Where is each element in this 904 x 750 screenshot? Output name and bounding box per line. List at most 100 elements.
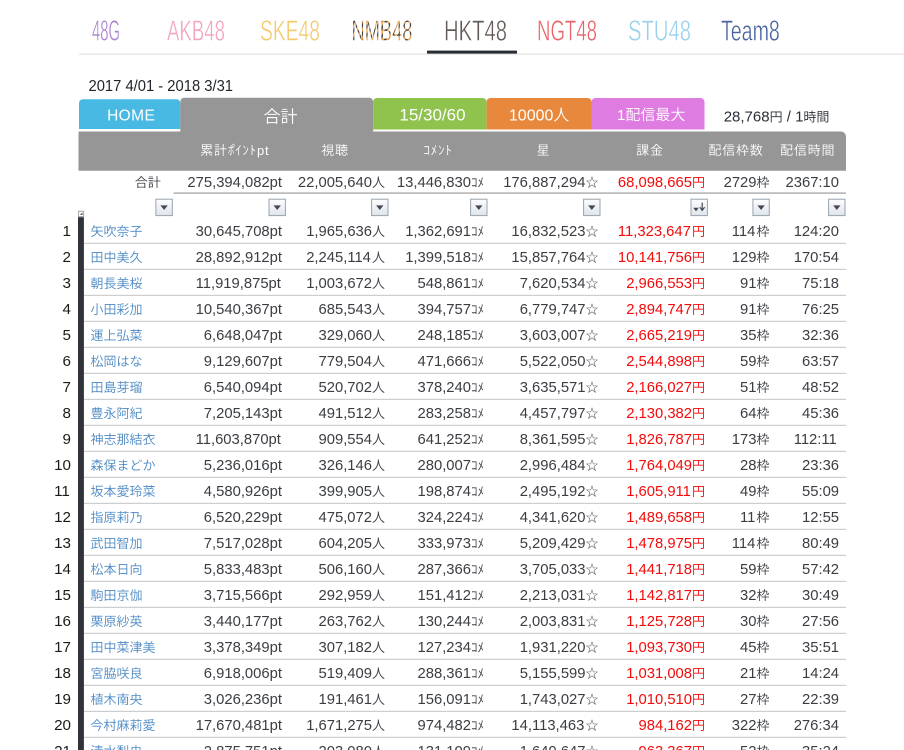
svg-text:151,412: 151,412	[418, 588, 472, 604]
svg-text:22:39: 22:39	[802, 692, 839, 708]
svg-text:91: 91	[740, 302, 756, 318]
svg-text:8,361,595: 8,361,595	[520, 432, 586, 448]
svg-text:1,031,008: 1,031,008	[626, 666, 692, 682]
svg-text:35:51: 35:51	[802, 640, 839, 656]
svg-text:3,440,177pt: 3,440,177pt	[204, 614, 282, 630]
svg-text:STU48: STU48	[628, 15, 691, 47]
svg-text:1,671,275: 1,671,275	[306, 718, 372, 734]
svg-text:32:36: 32:36	[802, 328, 839, 344]
svg-text:1,142,817: 1,142,817	[626, 588, 692, 604]
svg-text:16: 16	[54, 613, 71, 630]
svg-text:10,141,756: 10,141,756	[618, 250, 692, 266]
svg-text:3,715,566pt: 3,715,566pt	[204, 588, 282, 604]
svg-text:475,072: 475,072	[319, 510, 373, 526]
svg-text:1,605,911: 1,605,911	[626, 484, 691, 500]
svg-text:6,648,047pt: 6,648,047pt	[204, 328, 282, 344]
svg-text:30,645,708pt: 30,645,708pt	[196, 224, 282, 240]
svg-text:1,362,691: 1,362,691	[405, 224, 471, 240]
svg-text:112:11: 112:11	[794, 432, 837, 448]
svg-text:984,162: 984,162	[639, 718, 693, 734]
svg-text:6,779,747: 6,779,747	[520, 302, 586, 318]
svg-text:2367:10: 2367:10	[786, 175, 840, 191]
svg-text:2017 4/01 - 2018 3/31: 2017 4/01 - 2018 3/31	[89, 78, 234, 95]
svg-text:22,005,640: 22,005,640	[298, 175, 372, 191]
svg-text:11: 11	[54, 483, 70, 500]
svg-text:59: 59	[740, 562, 756, 578]
svg-text:322: 322	[732, 718, 757, 734]
svg-text:3: 3	[63, 275, 71, 292]
svg-text:/ 1: / 1	[783, 109, 804, 126]
svg-text:21: 21	[54, 743, 71, 750]
svg-text:45:36: 45:36	[802, 406, 839, 422]
svg-text:2,213,031: 2,213,031	[520, 588, 586, 604]
svg-text:15: 15	[54, 587, 71, 604]
svg-text:2,495,192: 2,495,192	[520, 484, 586, 500]
svg-text:12: 12	[54, 509, 71, 526]
svg-text:2729: 2729	[724, 175, 757, 191]
svg-text:2,003,831: 2,003,831	[520, 614, 586, 630]
svg-text:14: 14	[54, 561, 71, 578]
svg-text:75:18: 75:18	[802, 276, 839, 292]
svg-text:4,341,620: 4,341,620	[520, 510, 586, 526]
svg-text:2,875,751pt: 2,875,751pt	[204, 744, 282, 750]
svg-text:10: 10	[54, 457, 71, 474]
svg-text:5,236,016pt: 5,236,016pt	[204, 458, 282, 474]
svg-text:11,323,647: 11,323,647	[618, 224, 691, 240]
svg-text:329,060: 329,060	[319, 328, 373, 344]
svg-text:176,887,294: 176,887,294	[503, 175, 585, 191]
svg-text:4: 4	[63, 301, 71, 318]
svg-text:685,543: 685,543	[319, 302, 373, 318]
svg-text:49: 49	[740, 484, 756, 500]
svg-text:10000: 10000	[509, 108, 554, 125]
svg-text:15,857,764: 15,857,764	[511, 250, 585, 266]
svg-text:17: 17	[54, 639, 71, 656]
svg-text:276:34: 276:34	[794, 718, 839, 734]
svg-text:1,764,049: 1,764,049	[626, 458, 692, 474]
svg-text:2,245,114: 2,245,114	[306, 250, 371, 266]
svg-text:5,522,050: 5,522,050	[520, 354, 586, 370]
svg-text:641,252: 641,252	[418, 432, 472, 448]
svg-text:4,580,926pt: 4,580,926pt	[204, 484, 282, 500]
svg-text:326,146: 326,146	[319, 458, 373, 474]
svg-text:8: 8	[63, 405, 71, 422]
svg-text:18: 18	[54, 665, 71, 682]
svg-text:288,361: 288,361	[418, 666, 472, 682]
svg-text:5,155,599: 5,155,599	[520, 666, 586, 682]
svg-text:Team8: Team8	[721, 16, 780, 48]
svg-text:4,457,797: 4,457,797	[520, 406, 586, 422]
svg-text:1: 1	[617, 107, 625, 124]
svg-text:28,892,912pt: 28,892,912pt	[196, 250, 282, 266]
svg-text:AKB48: AKB48	[167, 16, 225, 48]
svg-text:1,649,647: 1,649,647	[520, 744, 586, 750]
svg-text:2,966,553: 2,966,553	[626, 276, 692, 292]
svg-text:5,209,429: 5,209,429	[520, 536, 586, 552]
svg-text:263,762: 263,762	[319, 614, 373, 630]
svg-text:7,517,028pt: 7,517,028pt	[204, 536, 282, 552]
svg-text:6,540,094pt: 6,540,094pt	[204, 380, 282, 396]
svg-text:68,098,665: 68,098,665	[618, 175, 692, 191]
svg-text:30:49: 30:49	[802, 588, 839, 604]
svg-text:324,224: 324,224	[418, 510, 472, 526]
svg-text:NGT48: NGT48	[537, 16, 597, 48]
svg-text:548,861: 548,861	[418, 276, 472, 292]
svg-text:779,504: 779,504	[319, 354, 373, 370]
svg-text:HKT48: HKT48	[444, 15, 507, 47]
svg-text:1,441,718: 1,441,718	[626, 562, 692, 578]
svg-text:1,965,636: 1,965,636	[306, 224, 372, 240]
svg-text:NMB48: NMB48	[352, 15, 413, 47]
svg-text:909,554: 909,554	[319, 432, 373, 448]
svg-text:173: 173	[732, 432, 757, 448]
svg-text:1,093,730: 1,093,730	[626, 640, 692, 656]
svg-text:1,489,658: 1,489,658	[626, 510, 692, 526]
svg-text:15/30/60: 15/30/60	[399, 106, 465, 125]
svg-text:287,366: 287,366	[418, 562, 472, 578]
svg-text:963,367: 963,367	[639, 744, 693, 750]
svg-text:130,244: 130,244	[418, 614, 472, 630]
svg-text:170:54: 170:54	[794, 250, 839, 266]
svg-text:2,894,747: 2,894,747	[626, 302, 692, 318]
svg-text:59: 59	[740, 354, 756, 370]
svg-text:399,905: 399,905	[319, 484, 373, 500]
svg-text:57:42: 57:42	[802, 562, 839, 578]
svg-text:604,205: 604,205	[319, 536, 373, 552]
svg-text:28,768: 28,768	[724, 109, 770, 126]
